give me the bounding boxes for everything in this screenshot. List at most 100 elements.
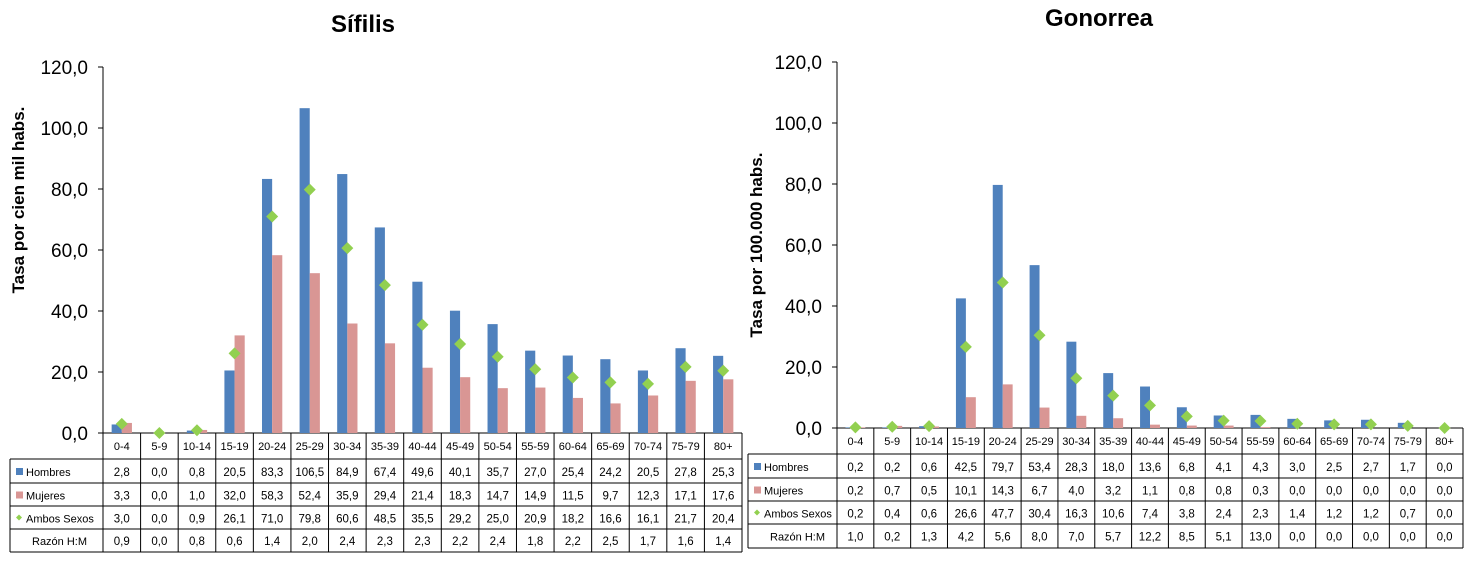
marker-ambos-sexos [529, 363, 542, 376]
y-tick-label: 40,0 [51, 302, 88, 323]
legend-key-hombres [16, 468, 23, 475]
y-tick-label: 60,0 [51, 241, 88, 262]
data-table-cell: 0,0 [1289, 532, 1305, 544]
data-table-cell: 12,3 [637, 491, 659, 503]
marker-ambos-sexos [1401, 419, 1414, 432]
bar-hombres [562, 355, 573, 433]
marker-ambos-sexos [604, 376, 617, 389]
data-table-cell: 67,4 [374, 467, 397, 479]
bar-hombres [1066, 341, 1077, 428]
x-category-label: 30-34 [1062, 436, 1090, 448]
data-table-cell: 47,7 [992, 509, 1014, 521]
data-table-cell: 20,4 [712, 514, 735, 526]
data-table-cell: 26,1 [223, 514, 245, 526]
data-table-cell: 5,1 [1216, 532, 1232, 544]
bar-hombres [525, 350, 536, 433]
y-tick-label: 40,0 [785, 297, 822, 318]
data-table-cell: 0,2 [884, 462, 900, 474]
bar-mujeres [196, 429, 208, 433]
legend-label: Hombres [764, 462, 809, 474]
data-table-cell: 0,7 [1400, 509, 1416, 521]
bar-mujeres [309, 273, 320, 433]
data-table-cell: 25,4 [562, 467, 585, 479]
x-category-label: 10-14 [183, 441, 211, 453]
bar-hombres [1140, 386, 1150, 428]
data-table-cell: 48,5 [374, 514, 396, 526]
data-table-cell: 14,7 [486, 491, 508, 503]
marker-ambos-sexos [886, 420, 899, 433]
x-category-label: 25-29 [1025, 436, 1053, 448]
marker-ambos-sexos [996, 276, 1009, 289]
data-table-cell: 0,0 [1363, 532, 1379, 544]
x-category-label: 0-4 [847, 436, 863, 448]
data-table-cell: 2,3 [415, 536, 431, 548]
data-table-cell: 3,8 [1179, 509, 1195, 521]
x-category-label: 0-4 [114, 441, 130, 453]
bar-hombres [337, 174, 348, 433]
y-tick-label: 80,0 [785, 175, 822, 196]
data-table-cell: 0,0 [151, 536, 167, 548]
x-category-label: 25-29 [296, 441, 324, 453]
data-table-cell: 21,7 [674, 514, 696, 526]
data-table-cell: 27,0 [524, 467, 546, 479]
data-table-cell: 0,0 [151, 467, 167, 479]
x-category-label: 5-9 [151, 441, 167, 453]
data-table-cell: 0,6 [921, 462, 937, 474]
data-table-cell: 7,4 [1142, 509, 1159, 521]
bar-mujeres [723, 379, 734, 433]
data-table-cell: 0,9 [114, 536, 130, 548]
data-table-cell: 60,6 [336, 514, 358, 526]
x-category-label: 75-79 [1394, 436, 1422, 448]
data-table-cell: 35,9 [336, 491, 358, 503]
sifilis-chart: Sífilis Tasa por cien mil habs. 0,0 20,0 40,… [9, 11, 743, 553]
y-axis-label: Tasa por 100.000 habs. [747, 153, 766, 338]
marker-ambos-sexos [717, 364, 730, 377]
data-table-cell: 16,1 [637, 514, 659, 526]
data-table-cell: 5,6 [995, 532, 1011, 544]
data-table-cell: 49,6 [411, 467, 433, 479]
marker-ambos-sexos [190, 424, 203, 437]
data-table-cell: 8,0 [1032, 532, 1048, 544]
x-category-label: 5-9 [884, 436, 900, 448]
bar-mujeres [1260, 427, 1271, 428]
bar-hombres [1213, 415, 1224, 428]
data-table-cell: 25,3 [712, 467, 734, 479]
bar-hombres [713, 355, 724, 433]
bar-hombres [1103, 373, 1114, 428]
data-table-cell: 0,3 [1252, 486, 1268, 498]
marker-ambos-sexos [341, 242, 354, 255]
bar-mujeres [1002, 384, 1013, 428]
bar-hombres [224, 370, 235, 433]
legend-key-mujeres [754, 486, 761, 494]
data-table-cell: 20,9 [524, 514, 546, 526]
marker-ambos-sexos [491, 350, 504, 363]
marker-ambos-sexos [378, 279, 391, 292]
data-table-cell: 0,0 [1363, 486, 1379, 498]
x-category-label: 20-24 [989, 436, 1017, 448]
marker-ambos-sexos [1107, 389, 1120, 402]
data-table-cell: 0,0 [1437, 462, 1453, 474]
y-tick-label: 60,0 [785, 236, 822, 257]
data-table-cell: 6,8 [1179, 462, 1195, 474]
x-category-label: 10-14 [915, 436, 943, 448]
data-table-cell: 0,8 [189, 467, 205, 479]
data-table-cell: 13,6 [1139, 462, 1161, 474]
data-table-cell: 8,5 [1179, 532, 1195, 544]
data-table-cell: 1,0 [189, 491, 205, 503]
data-table-cell: 21,4 [411, 491, 434, 503]
data-table-cell: 4,3 [1252, 462, 1268, 474]
marker-ambos-sexos [303, 183, 316, 196]
legend-key-hombres [754, 463, 761, 470]
bar-mujeres [1113, 418, 1124, 428]
data-table-cell: 0,0 [1400, 486, 1416, 498]
data-table-cell: 18,2 [562, 514, 584, 526]
marker-ambos-sexos [1254, 414, 1267, 427]
data-table-cell: 0,6 [227, 536, 243, 548]
x-category-label: 30-34 [333, 441, 361, 453]
data-table-cell: 2,4 [1216, 509, 1233, 521]
marker-ambos-sexos [849, 421, 862, 434]
data-table-cell: 0,0 [1326, 486, 1342, 498]
data-table-cell: 53,4 [1028, 462, 1051, 474]
data-table-cell: 0,8 [189, 536, 205, 548]
